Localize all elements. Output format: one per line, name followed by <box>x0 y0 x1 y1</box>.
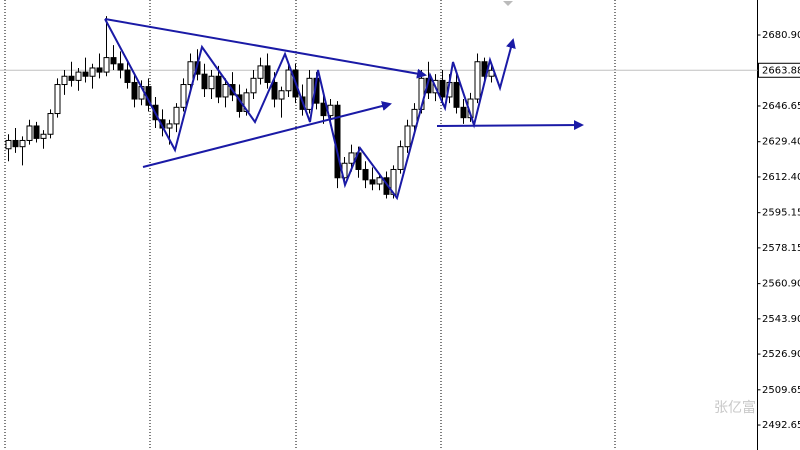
y-tick-label: 2526.90 <box>762 349 800 360</box>
candle-body <box>208 75 215 90</box>
y-tick-label: 2543.90 <box>762 314 800 325</box>
candle-body <box>411 108 418 127</box>
candle-body <box>397 146 404 170</box>
y-tick-label: 2646.65 <box>762 101 800 112</box>
candle-body <box>131 81 138 100</box>
support-line <box>436 120 584 131</box>
candle-body <box>96 67 103 73</box>
candle-body <box>117 63 124 71</box>
candle-body <box>180 84 187 108</box>
candle-body <box>26 125 33 141</box>
candle-body <box>19 139 26 148</box>
y-tick-label: 2492.65 <box>762 420 800 431</box>
candle-body <box>376 177 383 185</box>
candle-body <box>110 57 117 65</box>
candle-body <box>222 84 229 98</box>
candle-body <box>453 81 460 108</box>
candle-body <box>75 71 82 81</box>
candle-body <box>348 152 355 164</box>
annotations <box>104 18 584 201</box>
candle-body <box>271 81 278 100</box>
candle-body <box>285 69 292 92</box>
candle-body <box>320 102 327 117</box>
candle-body <box>82 71 89 77</box>
y-tick-label: 2612.40 <box>762 172 800 183</box>
y-tick-label: 2560.90 <box>762 279 800 290</box>
candle-body <box>103 57 110 73</box>
candle-body <box>250 77 257 94</box>
candle-body <box>201 73 208 90</box>
candle-body <box>278 90 285 100</box>
candle-body <box>369 179 376 185</box>
candle-body <box>40 133 47 139</box>
last-price-box <box>758 62 800 78</box>
candle-body <box>187 61 194 86</box>
candle-body <box>124 69 131 83</box>
y-tick-label: 2578.15 <box>762 243 800 254</box>
candle-body <box>54 84 61 115</box>
y-tick-label: 2509.65 <box>762 385 800 396</box>
y-tick-label: 2629.40 <box>762 137 800 148</box>
candle-body <box>33 125 40 139</box>
y-tick-label: 2680.90 <box>762 30 800 41</box>
candle-body <box>12 139 19 148</box>
trend-line <box>104 18 427 79</box>
candle-body <box>264 65 271 83</box>
y-tick-label: 2595.15 <box>762 208 800 219</box>
candle-body <box>215 75 222 98</box>
candle-body <box>89 67 96 77</box>
candle-body <box>61 75 68 86</box>
candle-body <box>173 106 180 125</box>
watermark: 张亿富 <box>714 399 756 416</box>
candle-body <box>68 75 75 81</box>
candle-body <box>166 123 173 129</box>
candle-body <box>362 168 369 181</box>
candle-body <box>474 61 481 100</box>
candle-body <box>257 65 264 79</box>
candle-body <box>5 139 12 150</box>
candle-body <box>404 125 411 148</box>
shift-marker <box>503 1 513 6</box>
candle-body <box>47 113 54 135</box>
last-price-label: 2663.88 <box>762 65 800 76</box>
trend-line <box>142 101 392 168</box>
candle-body <box>306 77 313 110</box>
candle-body <box>460 106 467 119</box>
wave-line <box>104 18 516 201</box>
candle-body <box>439 79 446 98</box>
